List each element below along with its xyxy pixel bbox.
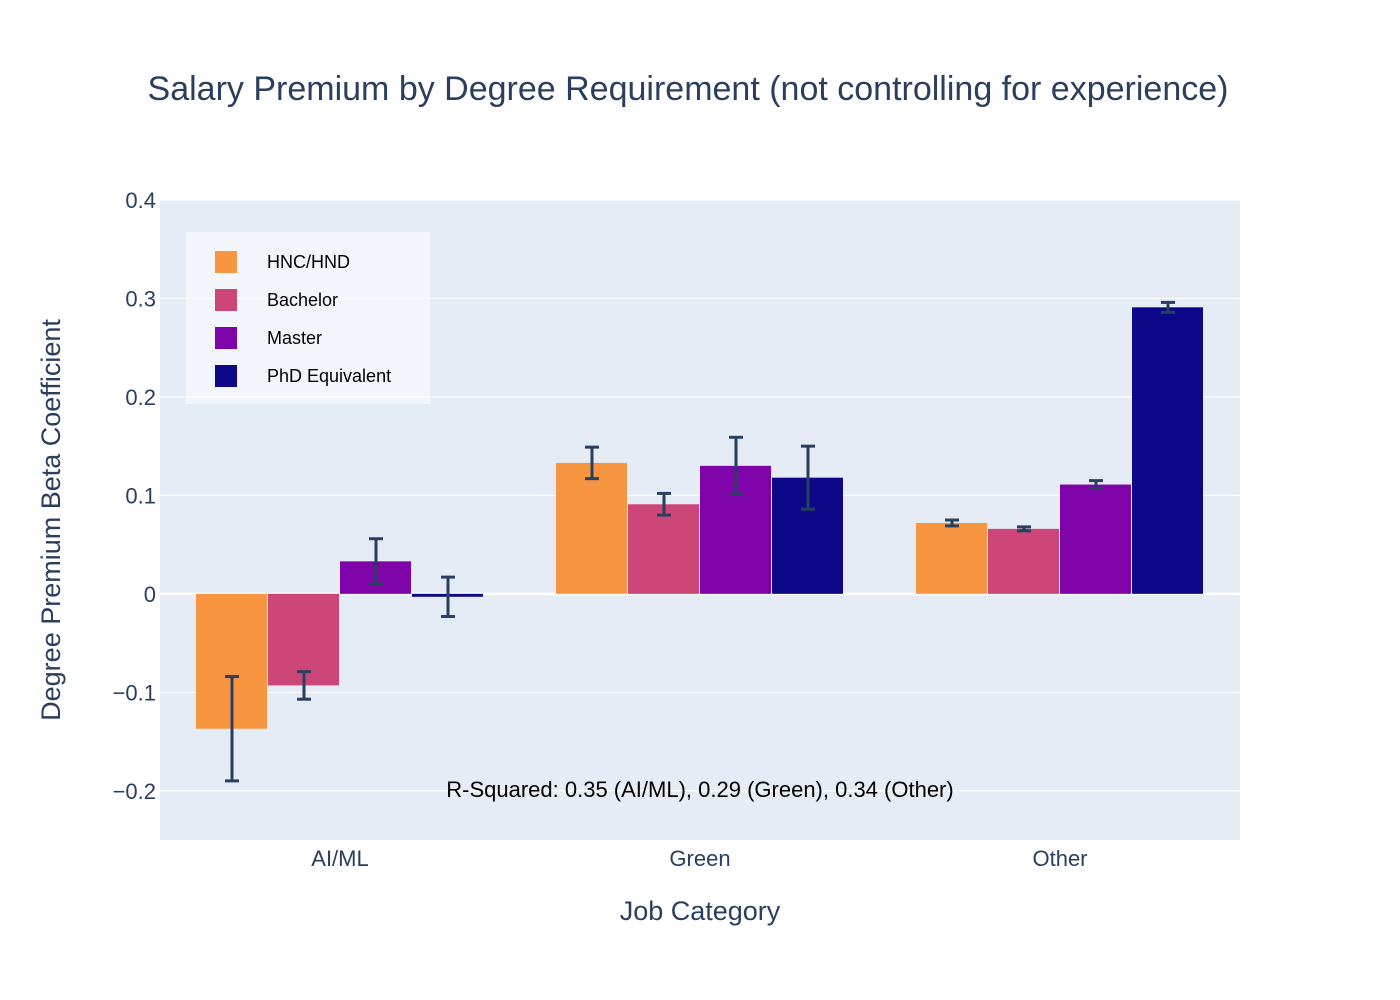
legend-label: PhD Equivalent <box>267 366 391 386</box>
bar <box>628 504 699 594</box>
x-axis-ticks: AI/ML Green Other <box>311 846 1087 871</box>
x-tick-label: AI/ML <box>311 846 368 871</box>
legend-label: Master <box>267 328 322 348</box>
legend-swatch <box>215 365 237 387</box>
y-tick-label: 0.1 <box>125 483 156 508</box>
y-tick-label: 0 <box>144 582 156 607</box>
r-squared-annotation: R-Squared: 0.35 (AI/ML), 0.29 (Green), 0… <box>446 777 953 802</box>
y-axis-ticks: −0.2 −0.1 0 0.1 0.2 0.3 0.4 <box>113 188 156 804</box>
bars <box>196 307 1203 729</box>
y-tick-label: 0.4 <box>125 188 156 213</box>
error-bar <box>945 518 959 528</box>
bar <box>988 528 1059 594</box>
error-bar <box>1017 525 1031 533</box>
legend: HNC/HND Bachelor Master PhD Equivalent <box>186 232 430 404</box>
error-bar <box>657 491 671 517</box>
legend-label: HNC/HND <box>267 252 350 272</box>
legend-swatch <box>215 251 237 273</box>
chart-title: Salary Premium by Degree Requirement (no… <box>148 70 1229 108</box>
error-bar <box>1089 479 1103 490</box>
error-bar <box>1161 300 1175 314</box>
legend-label: Bachelor <box>267 290 338 310</box>
y-tick-label: 0.2 <box>125 385 156 410</box>
bar <box>1132 307 1203 594</box>
error-bar <box>729 435 743 496</box>
y-tick-label: −0.1 <box>113 680 156 705</box>
x-tick-label: Other <box>1032 846 1087 871</box>
error-bar <box>801 444 815 511</box>
error-bar <box>369 537 383 586</box>
legend-swatch <box>215 289 237 311</box>
bar <box>556 462 627 594</box>
legend-item[interactable]: Master <box>215 327 322 349</box>
error-bar <box>297 670 311 701</box>
error-bars <box>225 300 1175 783</box>
x-tick-label: Green <box>669 846 730 871</box>
legend-swatch <box>215 327 237 349</box>
bar <box>916 522 987 594</box>
y-axis-title: Degree Premium Beta Coefficient <box>36 319 66 721</box>
bar <box>1060 484 1131 594</box>
x-axis-title: Job Category <box>620 896 781 926</box>
legend-item[interactable]: Bachelor <box>215 289 338 311</box>
error-bar <box>441 575 455 618</box>
legend-item[interactable]: PhD Equivalent <box>215 365 391 387</box>
error-bar <box>585 445 599 481</box>
y-tick-label: 0.3 <box>125 286 156 311</box>
legend-item[interactable]: HNC/HND <box>215 251 350 273</box>
error-bar <box>225 675 239 783</box>
y-tick-label: −0.2 <box>113 779 156 804</box>
